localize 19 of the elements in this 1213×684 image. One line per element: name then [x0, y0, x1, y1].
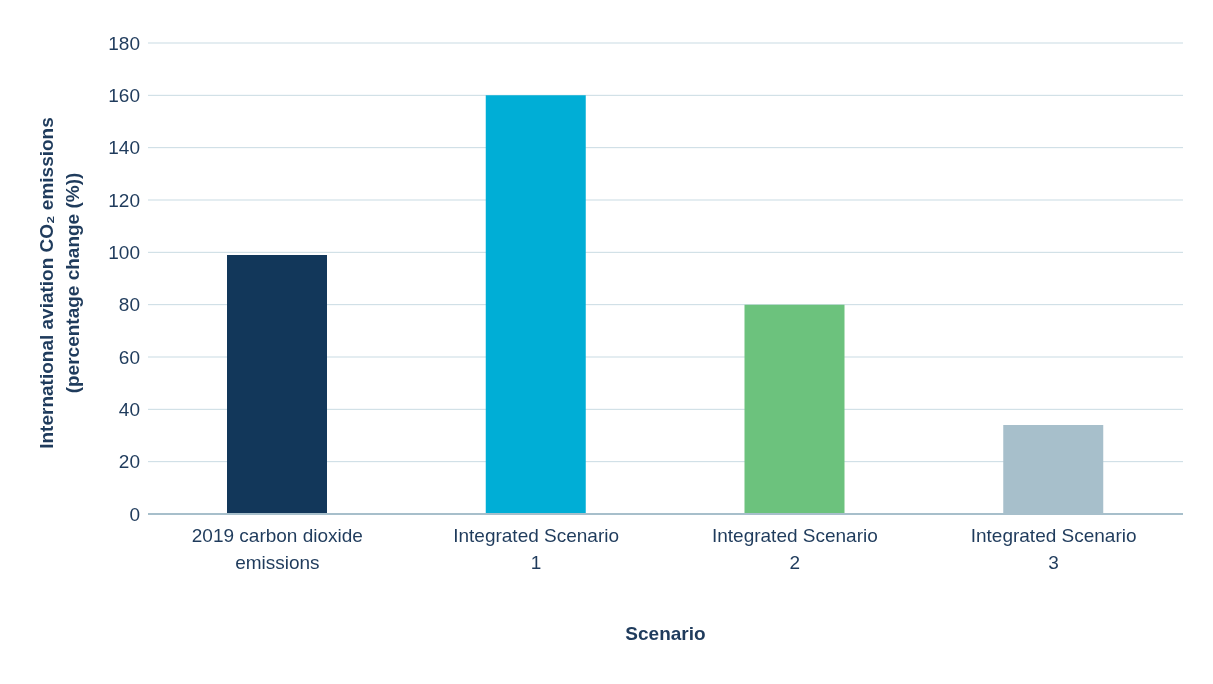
x-tick-label: Integrated Scenario 1 [453, 525, 620, 573]
y-tick-label: 100 [108, 242, 140, 264]
y-tick-label: 180 [108, 32, 140, 54]
bar [485, 95, 586, 514]
y-tick-label: 160 [108, 85, 140, 107]
x-tick-label: Integrated Scenario 3 [970, 525, 1137, 573]
y-axis-title: International aviation CO₂ emissions (percentage change (%)) [36, 117, 83, 449]
x-tick-label: Integrated Scenario 2 [711, 525, 878, 573]
y-tick-label: 60 [118, 346, 140, 368]
bar [744, 304, 845, 514]
x-tick-label: 2019 carbon dioxide emissions [191, 525, 363, 573]
y-tick-label: 120 [108, 189, 140, 211]
y-tick-label: 20 [118, 451, 140, 473]
bar [227, 254, 327, 514]
y-tick-label: 80 [118, 294, 140, 316]
x-axis-title: Scenario [624, 623, 707, 645]
y-tick-label: 40 [118, 399, 140, 421]
y-tick-label: 0 [129, 503, 140, 525]
y-tick-label: 140 [108, 137, 140, 159]
